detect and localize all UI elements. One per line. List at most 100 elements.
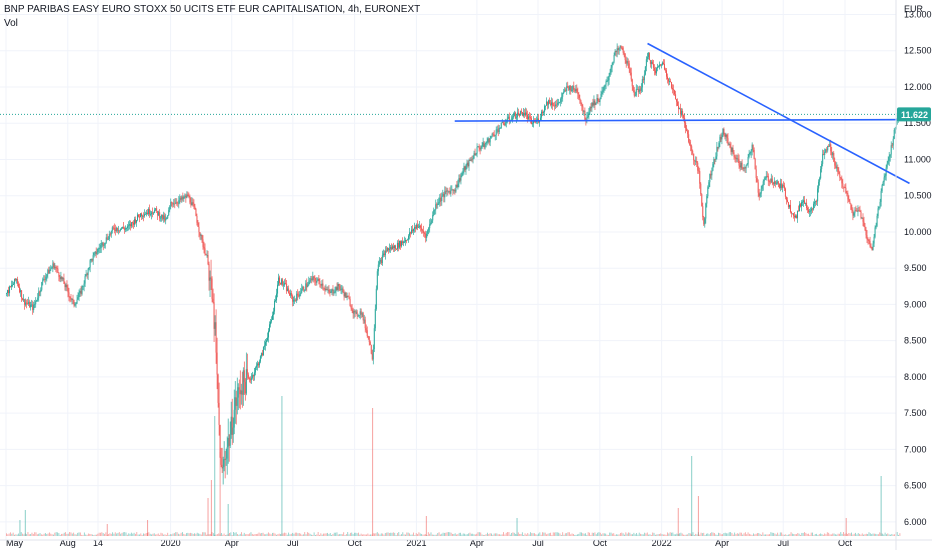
volume-bar — [697, 496, 699, 536]
candle-body — [125, 228, 127, 229]
candle-body — [525, 112, 527, 115]
volume-bar — [734, 532, 736, 536]
candle-body — [616, 48, 618, 53]
volume-bar — [736, 533, 738, 536]
volume-bar — [370, 534, 371, 536]
volume-bar — [206, 534, 208, 536]
candle-body — [261, 353, 263, 356]
candle-body — [454, 190, 456, 192]
candle-body — [860, 211, 862, 219]
candle-body — [894, 129, 896, 131]
candle-body — [290, 292, 292, 296]
candle-body — [309, 280, 311, 282]
volume-bar — [272, 532, 273, 536]
volume-bar — [270, 534, 272, 536]
volume-bar — [360, 533, 362, 536]
candle-body — [622, 47, 624, 53]
volume-bar — [58, 533, 60, 536]
candle-body — [607, 80, 609, 82]
volume-bar — [546, 534, 547, 536]
volume-bar — [238, 534, 240, 536]
candle-body — [471, 159, 473, 161]
volume-bar — [329, 533, 331, 536]
candle-body — [460, 175, 462, 181]
volume-bar — [120, 533, 122, 536]
volume-bar — [312, 534, 314, 536]
candle-body — [39, 291, 41, 293]
candle-body — [81, 286, 83, 294]
candle-body — [874, 227, 876, 237]
volume-bar — [798, 533, 800, 536]
candle-body — [596, 97, 598, 103]
volume-bar — [571, 533, 573, 536]
candle-body — [595, 102, 597, 105]
candle-body — [636, 89, 638, 90]
volume-bar — [731, 533, 733, 536]
candle-body — [280, 282, 282, 285]
volume-bar — [838, 533, 840, 536]
candle-body — [109, 233, 111, 235]
volume-bar — [66, 533, 68, 536]
volume-bar — [700, 532, 702, 536]
volume-bar — [211, 532, 213, 536]
volume-bar — [286, 534, 288, 536]
volume-bar — [137, 534, 139, 536]
volume-bar — [173, 533, 175, 536]
volume-bar — [133, 532, 135, 536]
volume-bar — [782, 534, 784, 536]
volume-bar — [880, 476, 882, 536]
volume-bar — [405, 534, 406, 536]
candle-body — [566, 86, 568, 91]
volume-bar — [727, 533, 729, 536]
candle-body — [586, 117, 588, 122]
volume-bar — [825, 534, 827, 536]
candle-body — [818, 181, 820, 189]
candle-body — [82, 286, 84, 287]
candle-body — [577, 92, 579, 94]
candle-body — [273, 311, 275, 315]
candle-body — [648, 53, 650, 61]
volume-bar — [524, 533, 526, 536]
candle-body — [718, 143, 720, 148]
volume-bar — [31, 532, 33, 536]
candle-body — [756, 178, 758, 183]
candle-body — [361, 313, 363, 315]
volume-bar — [714, 533, 715, 536]
candle-body — [254, 367, 256, 373]
volume-bar — [280, 534, 281, 536]
x-tick-label: Oct — [593, 538, 608, 548]
candle-body — [164, 215, 166, 221]
candle-body — [51, 267, 53, 269]
candle-body — [234, 397, 236, 410]
candle-body — [385, 250, 387, 252]
candle-body — [674, 90, 676, 95]
candle-body — [339, 286, 341, 290]
candle-body — [589, 106, 591, 113]
volume-bar — [148, 532, 150, 536]
volume-bar — [562, 532, 564, 536]
candle-body — [507, 116, 509, 119]
candle-body — [692, 150, 694, 154]
candle-body — [833, 152, 835, 162]
candle-body — [673, 89, 675, 91]
volume-bar — [579, 532, 581, 536]
volume-bar — [852, 534, 854, 536]
candle-body — [439, 197, 441, 202]
volume-bar — [766, 534, 768, 536]
volume-bar — [599, 532, 601, 536]
candle-body — [133, 219, 135, 225]
volume-bar — [390, 532, 392, 536]
y-tick-label: 10.500 — [904, 191, 932, 201]
volume-bar — [813, 534, 815, 536]
candle-body — [212, 298, 214, 303]
volume-bar — [648, 534, 650, 536]
volume-bar — [845, 518, 847, 536]
candle-body — [835, 165, 837, 169]
candle-body — [191, 202, 193, 206]
volume-bar — [625, 532, 627, 536]
volume-bar — [55, 532, 57, 536]
volume-bar — [726, 533, 728, 536]
volume-bar — [157, 533, 159, 536]
candle-body — [99, 247, 101, 249]
